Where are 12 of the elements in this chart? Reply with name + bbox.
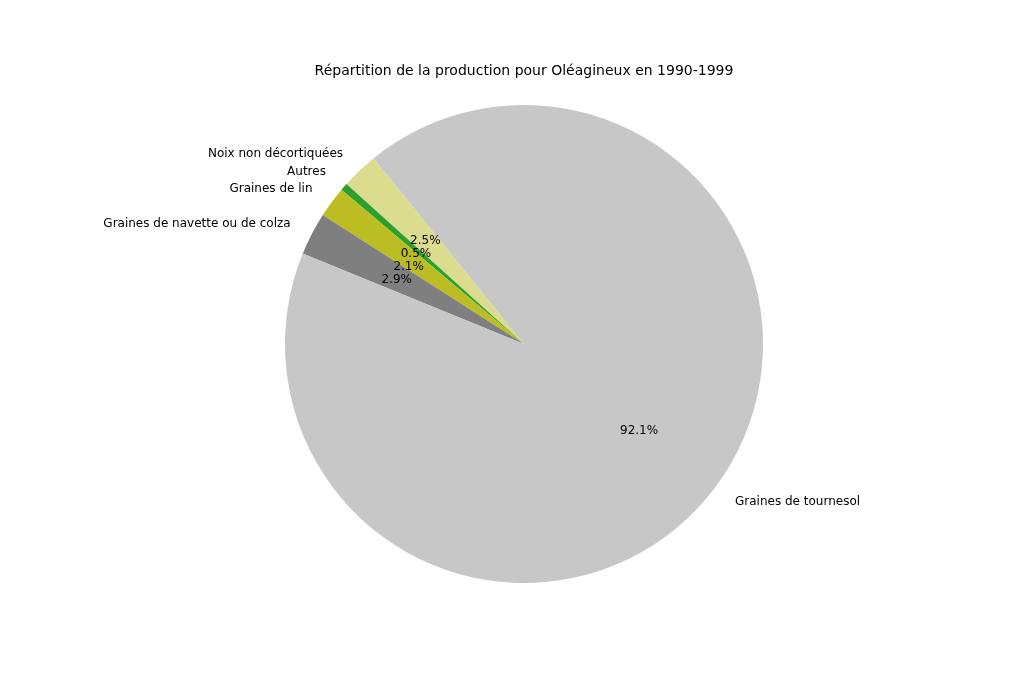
- slice-label: Autres: [287, 164, 326, 179]
- slice-label: Noix non décortiquées: [207, 146, 344, 161]
- data-label: 2.1%: [393, 259, 424, 274]
- slice-label: Graines de lin: [229, 181, 313, 196]
- data-label: 2.5%: [410, 233, 441, 248]
- chart-title: Répartition de la production pour Oléagineux en 1990-1999: [314, 62, 734, 78]
- pie-slice: [302, 215, 524, 344]
- data-label: 2.9%: [381, 272, 412, 287]
- data-label: 92.1%: [620, 422, 659, 437]
- pie-slice: [346, 158, 524, 344]
- slice-label: Graines de navette ou de colza: [103, 216, 291, 231]
- slice-label: Graines de tournesol: [735, 494, 861, 508]
